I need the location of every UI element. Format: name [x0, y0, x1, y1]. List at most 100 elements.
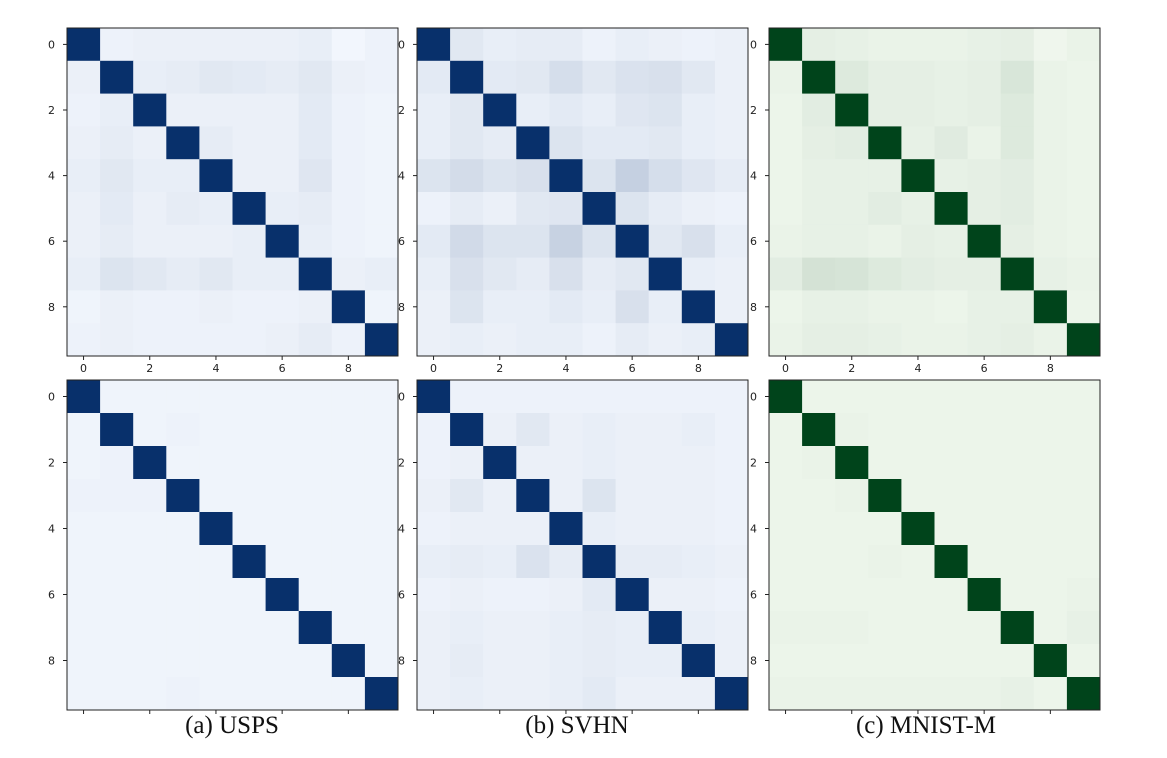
- heatmap-cell: [1000, 611, 1035, 645]
- heatmap-cell: [835, 677, 869, 711]
- heatmap-cell: [232, 512, 266, 546]
- heatmap-cell: [802, 479, 836, 513]
- heatmap-cell: [714, 446, 749, 480]
- heatmap-cell: [549, 446, 583, 480]
- heatmap-cell: [1066, 677, 1101, 711]
- y-tick-label: 2: [750, 104, 757, 117]
- heatmap-cell: [901, 644, 935, 678]
- heatmap-cell: [934, 60, 968, 94]
- axes-frame: [416, 27, 749, 357]
- heatmap-cell: [835, 545, 869, 579]
- heatmap-cell: [615, 545, 650, 579]
- heatmap-cell: [769, 611, 803, 645]
- heatmap-cell: [516, 413, 550, 447]
- axes-frame: [768, 27, 1101, 357]
- heatmap-cell: [967, 677, 1002, 711]
- heatmap-cell: [1033, 479, 1068, 513]
- heatmap-cell: [648, 323, 683, 357]
- heatmap-cell: [67, 644, 101, 678]
- heatmap-cell: [417, 93, 451, 127]
- x-tick-label: 6: [981, 362, 988, 375]
- heatmap-cell: [835, 192, 869, 226]
- axes-frame: [416, 379, 749, 711]
- y-tick-label: 0: [750, 391, 757, 404]
- heatmap-cell: [232, 677, 266, 711]
- heatmap-cell: [1000, 479, 1035, 513]
- heatmap-cell: [835, 290, 869, 324]
- heatmap-cell: [967, 578, 1002, 612]
- heatmap-cell: [835, 644, 869, 678]
- heatmap-cell: [1000, 126, 1035, 160]
- heatmap-cell: [835, 126, 869, 160]
- heatmap-cell: [868, 677, 902, 711]
- heatmap-cell: [100, 611, 134, 645]
- heatmap-cell: [835, 93, 869, 127]
- heatmap-cell: [1066, 323, 1101, 357]
- x-tick-label: 0: [782, 362, 789, 375]
- heatmap-cell: [901, 290, 935, 324]
- heatmap-cell: [133, 512, 167, 546]
- heatmap-cell: [331, 93, 366, 127]
- heatmap-cell: [265, 677, 300, 711]
- heatmap-cell: [835, 257, 869, 291]
- heatmap-cell: [232, 380, 266, 414]
- heatmap-cell: [67, 479, 101, 513]
- heatmap-cell: [67, 192, 101, 226]
- heatmap-cell: [615, 290, 650, 324]
- heatmap-cell: [582, 677, 616, 711]
- heatmap-cell: [934, 545, 968, 579]
- heatmap-cell: [582, 323, 616, 357]
- heatmap-cell: [769, 644, 803, 678]
- heatmap-cell: [265, 323, 300, 357]
- heatmap-cell: [901, 323, 935, 357]
- heatmap-cell: [100, 28, 134, 62]
- heatmap-cell: [232, 126, 266, 160]
- y-tick-label: 6: [48, 235, 55, 248]
- heatmap-cell: [835, 60, 869, 94]
- heatmap-cell: [802, 192, 836, 226]
- heatmap-cell: [133, 413, 167, 447]
- heatmap-cell: [133, 60, 167, 94]
- heatmap-cell: [1066, 545, 1101, 579]
- heatmap-cell: [549, 413, 583, 447]
- heatmap-cell: [265, 446, 300, 480]
- heatmap-cell: [769, 380, 803, 414]
- heatmap-cell: [199, 380, 233, 414]
- heatmap-cell: [868, 126, 902, 160]
- heatmap-cell: [802, 257, 836, 291]
- heatmap-cell: [1066, 257, 1101, 291]
- heatmap-cell: [100, 126, 134, 160]
- heatmap-cell: [681, 644, 716, 678]
- heatmap-cell: [166, 380, 200, 414]
- heatmap-cell: [166, 545, 200, 579]
- heatmap-cell: [615, 257, 650, 291]
- heatmap-cell: [199, 644, 233, 678]
- heatmap-cell: [868, 257, 902, 291]
- heatmap-cell: [199, 28, 233, 62]
- heatmap-cell: [232, 611, 266, 645]
- heatmap-cell: [967, 257, 1002, 291]
- heatmap-cell: [100, 257, 134, 291]
- heatmap-cell: [802, 224, 836, 258]
- y-tick-label: 8: [750, 655, 757, 668]
- heatmap-cell: [298, 126, 333, 160]
- heatmap-cell: [67, 578, 101, 612]
- heatmap-cell: [133, 28, 167, 62]
- heatmap-cell: [1033, 611, 1068, 645]
- y-tick-label: 6: [398, 235, 405, 248]
- heatmap-cell: [835, 413, 869, 447]
- heatmap-cell: [769, 224, 803, 258]
- heatmap-cell: [714, 413, 749, 447]
- heatmap-cell: [166, 126, 200, 160]
- heatmap-cell: [199, 512, 233, 546]
- heatmap-cell: [331, 290, 366, 324]
- heatmap-cell: [133, 224, 167, 258]
- heatmap-cell: [549, 257, 583, 291]
- y-tick-label: 8: [48, 655, 55, 668]
- heatmap-cell: [232, 644, 266, 678]
- heatmap-cell: [417, 380, 451, 414]
- heatmap-cell: [133, 578, 167, 612]
- heatmap-cell: [483, 60, 517, 94]
- heatmap-cell: [417, 578, 451, 612]
- heatmap-cell: [265, 93, 300, 127]
